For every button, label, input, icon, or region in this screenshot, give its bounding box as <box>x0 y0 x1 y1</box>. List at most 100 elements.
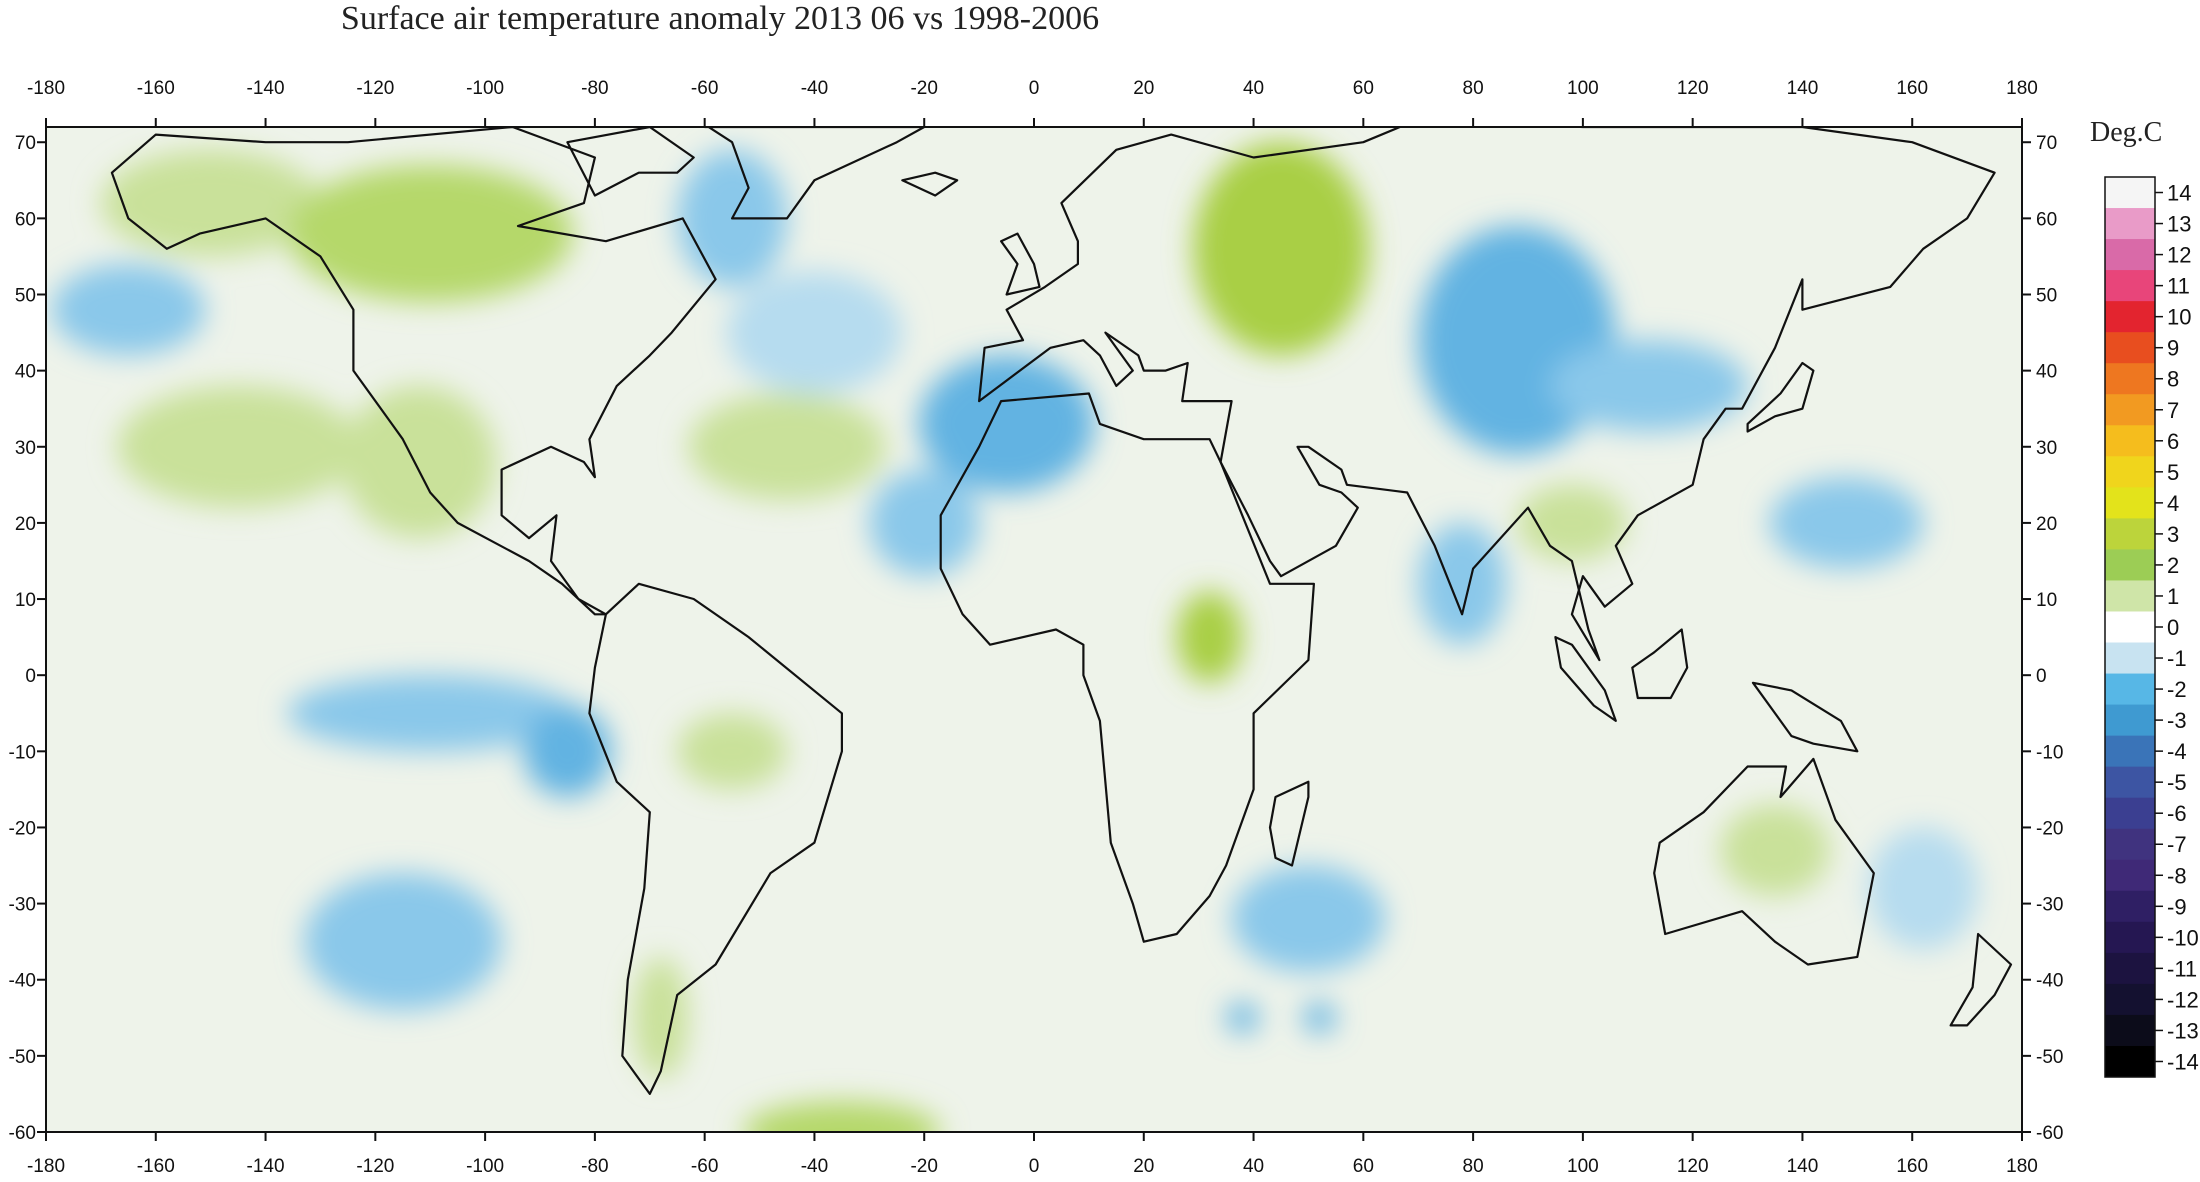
lat-tick-label-left: -50 <box>9 1047 36 1068</box>
anomaly-region-central-pacific <box>117 385 359 508</box>
colorbar-swatch <box>2105 487 2155 519</box>
anomaly-region-russia-west <box>1193 142 1369 356</box>
colorbar-tick-label: 1 <box>2167 584 2179 609</box>
colorbar: 14131211109876543210-1-2-3-4-5-6-7-8-9-1… <box>2104 176 2199 1078</box>
anomaly-region-canada-north <box>287 165 573 303</box>
colorbar-tick-label: 3 <box>2167 522 2179 547</box>
lon-tick-label-bottom: -40 <box>801 1156 828 1177</box>
colorbar-swatch <box>2105 1045 2155 1078</box>
colorbar-tick-label: -14 <box>2167 1049 2199 1074</box>
anomaly-region-e-pacific-eq <box>287 675 573 752</box>
lat-tick-label-right: 30 <box>2036 438 2057 459</box>
lat-tick-label-left: -40 <box>9 971 36 992</box>
colorbar-tick-label: 7 <box>2167 398 2179 423</box>
lon-tick-label-top: 120 <box>1677 78 1709 99</box>
colorbar-tick-label: 4 <box>2167 491 2179 516</box>
anomaly-region-mid-atlantic <box>688 393 886 501</box>
axis-ticks: -180-180-160-160-140-140-120-120-100-100… <box>9 78 2064 1177</box>
land-outline-africa <box>939 392 1315 943</box>
colorbar-tick-label: 9 <box>2167 336 2179 361</box>
colorbar-swatch <box>2105 208 2155 240</box>
lon-tick-label-top: 40 <box>1243 78 1264 99</box>
colorbar-tick-label: -6 <box>2167 801 2187 826</box>
colorbar-swatch <box>2105 394 2155 426</box>
lon-tick-label-bottom: -180 <box>27 1156 65 1177</box>
coastlines <box>110 127 2013 1095</box>
colorbar-tick-label: -13 <box>2167 1018 2199 1043</box>
colorbar-swatch <box>2105 828 2155 861</box>
lat-tick-label-left: 60 <box>15 209 36 230</box>
colorbar-tick-label: -5 <box>2167 770 2187 795</box>
anomaly-region-w-pacific <box>1769 477 1924 569</box>
colorbar-swatch <box>2105 270 2155 302</box>
lat-tick-label-left: -10 <box>9 742 36 763</box>
lon-tick-label-top: -40 <box>801 78 828 99</box>
lat-tick-label-left: 50 <box>15 286 36 307</box>
colorbar-tick-label: 11 <box>2167 274 2190 299</box>
land-outline-baffin <box>566 127 695 197</box>
anomaly-region-iberia <box>918 355 1095 493</box>
anomaly-region-east-africa <box>1176 591 1243 683</box>
colorbar-swatch <box>2105 425 2155 457</box>
colorbar-swatch <box>2105 332 2155 364</box>
colorbar-swatch <box>2105 952 2155 985</box>
colorbar-tick-label: -2 <box>2167 677 2187 702</box>
lat-tick-label-right: 0 <box>2036 666 2047 687</box>
anomaly-region-patagonia <box>633 956 689 1079</box>
lon-tick-label-bottom: -80 <box>581 1156 608 1177</box>
lon-tick-label-bottom: 20 <box>1133 1156 1154 1177</box>
lat-tick-label-left: -60 <box>9 1123 36 1144</box>
lon-tick-label-top: 180 <box>2006 78 2038 99</box>
colorbar-swatch <box>2105 177 2155 209</box>
anomaly-region-alaska <box>100 149 321 257</box>
lon-tick-label-top: -100 <box>466 78 504 99</box>
lat-tick-label-right: 70 <box>2036 133 2057 154</box>
lat-tick-label-left: 70 <box>15 133 36 154</box>
colorbar-tick-label: -11 <box>2167 956 2197 981</box>
lat-tick-label-left: 30 <box>15 438 36 459</box>
colorbar-tick-label: -8 <box>2167 863 2187 888</box>
land-outline-britain <box>1000 232 1041 296</box>
lat-tick-label-right: -20 <box>2036 818 2063 839</box>
lat-tick-label-right: 50 <box>2036 286 2057 307</box>
colorbar-tick-label: 5 <box>2167 460 2179 485</box>
colorbar-swatch <box>2105 673 2155 706</box>
colorbar-swatch <box>2105 363 2155 395</box>
lon-tick-label-bottom: -120 <box>356 1156 394 1177</box>
colorbar-tick-label: 2 <box>2167 553 2179 578</box>
lat-tick-label-left: 10 <box>15 590 36 611</box>
colorbar-swatch <box>2105 797 2155 830</box>
anomaly-region-amazon <box>677 713 787 790</box>
colorbar-swatch <box>2105 735 2155 768</box>
lat-tick-label-right: 10 <box>2036 590 2057 611</box>
lon-tick-label-top: 80 <box>1463 78 1484 99</box>
colorbar-swatch <box>2105 239 2155 271</box>
lon-tick-label-top: -180 <box>27 78 65 99</box>
anomaly-region-tasman <box>1868 827 1979 950</box>
lat-tick-label-left: -20 <box>9 818 36 839</box>
colorbar-swatch <box>2105 983 2155 1016</box>
land-outline-eurasia <box>978 127 1996 662</box>
lat-tick-label-right: 40 <box>2036 362 2057 383</box>
lon-tick-label-bottom: 120 <box>1677 1156 1709 1177</box>
lon-tick-label-top: -160 <box>137 78 175 99</box>
anomaly-region-peru-coast <box>523 705 612 797</box>
anomaly-region-s-indian-islets <box>1226 1002 1260 1034</box>
land-outline-north-america <box>110 127 717 616</box>
colorbar-swatch <box>2105 921 2155 954</box>
colorbar-swatch <box>2105 611 2155 644</box>
lon-tick-label-top: 20 <box>1133 78 1154 99</box>
lon-tick-label-top: -140 <box>247 78 285 99</box>
anomaly-region-n-atlantic <box>726 271 903 394</box>
colorbar-tick-label: -12 <box>2167 987 2199 1012</box>
lat-tick-label-left: 20 <box>15 514 36 535</box>
colorbar-swatch <box>2105 518 2155 550</box>
colorbar-swatch <box>2105 456 2155 488</box>
colorbar-tick-label: -10 <box>2167 925 2199 950</box>
colorbar-swatch <box>2105 766 2155 799</box>
lat-tick-label-left: 40 <box>15 362 36 383</box>
lat-tick-label-right: -40 <box>2036 971 2063 992</box>
lat-tick-label-left: -30 <box>9 895 36 916</box>
lon-tick-label-bottom: 0 <box>1029 1156 1040 1177</box>
colorbar-tick-label: -3 <box>2167 708 2187 733</box>
